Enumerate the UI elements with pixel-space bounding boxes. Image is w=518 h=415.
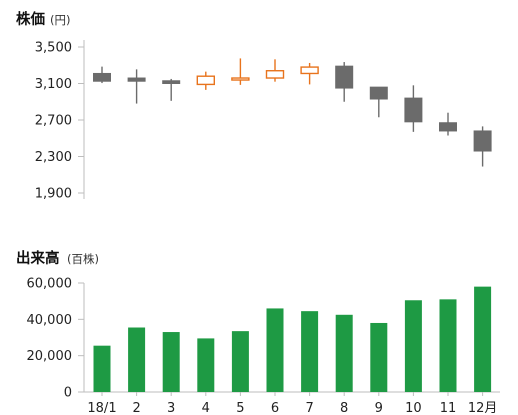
volume-chart-unit: (百株): [67, 252, 99, 266]
x-tick-label: 18/1: [87, 401, 116, 415]
volume-bar: [231, 331, 249, 392]
volume-bar: [197, 338, 215, 392]
candle-body: [473, 130, 492, 152]
volume-bar: [93, 345, 111, 392]
price-y-tick-label: 3,100: [35, 77, 72, 92]
candle: [162, 78, 181, 101]
volume-y-tick-label: 60,000: [27, 277, 73, 292]
x-tick-label: 11: [440, 401, 457, 415]
candle: [369, 86, 388, 118]
candle: [473, 126, 492, 167]
x-tick-label: 6: [271, 401, 279, 415]
candle-body: [369, 86, 388, 100]
candle-body: [127, 77, 146, 82]
price-chart-unit: (円): [50, 13, 70, 27]
volume-y-tick-label: 40,000: [27, 313, 73, 328]
x-tick-label: 7: [305, 401, 313, 415]
volume-y-tick-label: 20,000: [27, 349, 73, 364]
price-y-tick-label: 2,300: [35, 150, 72, 165]
price-candles: [93, 58, 492, 167]
candle-body: [93, 72, 111, 82]
volume-bar: [404, 300, 422, 392]
candle-body: [265, 70, 285, 79]
volume-bar: [439, 299, 457, 392]
x-axis-ticks: 18/1 2 3 4 5 6 7 8 9 10 11 12月: [87, 392, 497, 415]
candle-body: [439, 122, 457, 132]
volume-bar: [266, 308, 284, 392]
candle: [93, 66, 111, 84]
price-y-tick-label: 3,500: [35, 41, 72, 56]
candle: [265, 59, 285, 82]
candle: [404, 85, 423, 132]
candle: [335, 62, 354, 102]
volume-chart-title: 出来高: [16, 249, 60, 267]
x-tick-label: 5: [236, 401, 244, 415]
price-y-tick-label: 2,700: [35, 114, 72, 129]
candle-body: [231, 77, 250, 81]
x-tick-label: 4: [202, 401, 210, 415]
price-y-ticks: 3,500 3,100 2,700 2,300 1,900: [35, 41, 84, 202]
x-tick-label: 2: [132, 401, 140, 415]
volume-bar: [370, 322, 388, 392]
x-tick-label: 3: [167, 401, 175, 415]
volume-bar: [162, 332, 180, 392]
price-y-tick-label: 1,900: [35, 187, 72, 202]
volume-bar: [335, 314, 353, 392]
volume-bar: [474, 286, 492, 392]
candle-body: [196, 75, 216, 86]
volume-bar: [301, 311, 319, 392]
candle: [196, 71, 216, 90]
candle: [300, 62, 319, 85]
x-tick-label: 10: [405, 401, 422, 415]
candle: [439, 112, 457, 136]
candle: [127, 69, 146, 104]
x-tick-label: 8: [340, 401, 348, 415]
volume-y-tick-label: 0: [64, 386, 72, 401]
candle-body: [404, 97, 423, 123]
x-tick-label: 12月: [468, 401, 498, 415]
x-tick-label: 9: [375, 401, 383, 415]
volume-bars: [93, 286, 492, 392]
volume-y-ticks: 60,000 40,000 20,000 0: [27, 277, 84, 401]
price-chart-title: 株価: [16, 10, 45, 28]
candle: [231, 58, 250, 85]
candle-body: [335, 65, 354, 89]
candle-body: [162, 80, 181, 84]
candle-body: [300, 66, 319, 75]
volume-bar: [128, 327, 146, 392]
